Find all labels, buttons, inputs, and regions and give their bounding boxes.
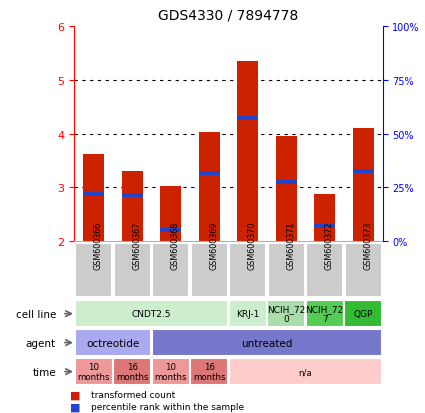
FancyBboxPatch shape	[344, 301, 382, 327]
Text: time: time	[32, 367, 56, 377]
Text: 10
months: 10 months	[154, 362, 187, 381]
Bar	[83, 154, 104, 242]
FancyBboxPatch shape	[190, 358, 228, 385]
FancyBboxPatch shape	[229, 358, 382, 385]
FancyBboxPatch shape	[306, 301, 343, 327]
FancyBboxPatch shape	[152, 243, 189, 298]
Text: transformed count: transformed count	[91, 390, 176, 399]
Bar	[160, 187, 181, 242]
Text: 16
months: 16 months	[116, 362, 148, 381]
FancyBboxPatch shape	[306, 243, 343, 298]
Text: n/a: n/a	[299, 367, 312, 376]
FancyBboxPatch shape	[268, 243, 305, 298]
Text: 10
months: 10 months	[77, 362, 110, 381]
Text: agent: agent	[26, 338, 56, 348]
FancyBboxPatch shape	[75, 358, 113, 385]
Text: QGP: QGP	[354, 309, 373, 318]
Text: GSM600370: GSM600370	[248, 221, 257, 269]
FancyBboxPatch shape	[267, 301, 305, 327]
FancyBboxPatch shape	[75, 330, 151, 356]
FancyBboxPatch shape	[113, 243, 150, 298]
Text: octreotide: octreotide	[86, 338, 139, 348]
Text: GSM600372: GSM600372	[325, 221, 334, 269]
Bar	[314, 225, 335, 228]
Text: GSM600366: GSM600366	[94, 221, 102, 269]
Bar	[237, 62, 258, 242]
Text: NCIH_72
0: NCIH_72 0	[267, 304, 305, 323]
Text: ■: ■	[70, 389, 81, 399]
Bar	[83, 193, 104, 197]
Text: KRJ-1: KRJ-1	[236, 309, 259, 318]
FancyBboxPatch shape	[191, 243, 228, 298]
Bar	[237, 117, 258, 121]
Text: cell line: cell line	[15, 309, 56, 319]
FancyBboxPatch shape	[229, 243, 266, 298]
Bar	[160, 229, 181, 233]
Bar	[122, 172, 143, 242]
FancyBboxPatch shape	[345, 243, 382, 298]
FancyBboxPatch shape	[152, 358, 190, 385]
Text: untreated: untreated	[241, 338, 293, 348]
Bar	[276, 180, 297, 185]
Text: percentile rank within the sample: percentile rank within the sample	[91, 402, 244, 411]
FancyBboxPatch shape	[75, 301, 228, 327]
FancyBboxPatch shape	[152, 330, 382, 356]
Bar	[353, 170, 374, 174]
Text: GSM600367: GSM600367	[132, 221, 141, 269]
Bar	[276, 137, 297, 242]
Text: CNDT2.5: CNDT2.5	[132, 309, 171, 318]
Text: NCIH_72
7: NCIH_72 7	[306, 304, 344, 323]
Text: ■: ■	[70, 402, 81, 412]
Text: GSM600369: GSM600369	[209, 221, 218, 269]
FancyBboxPatch shape	[75, 243, 112, 298]
Bar	[314, 195, 335, 242]
FancyBboxPatch shape	[113, 358, 151, 385]
Bar	[122, 194, 143, 198]
Text: GSM600373: GSM600373	[363, 221, 372, 269]
Text: GSM600368: GSM600368	[171, 221, 180, 269]
Text: 16
months: 16 months	[193, 362, 225, 381]
Title: GDS4330 / 7894778: GDS4330 / 7894778	[159, 9, 298, 23]
Bar	[198, 133, 220, 242]
Text: GSM600371: GSM600371	[286, 221, 295, 269]
Bar	[198, 171, 220, 176]
Bar	[353, 129, 374, 242]
FancyBboxPatch shape	[229, 301, 266, 327]
